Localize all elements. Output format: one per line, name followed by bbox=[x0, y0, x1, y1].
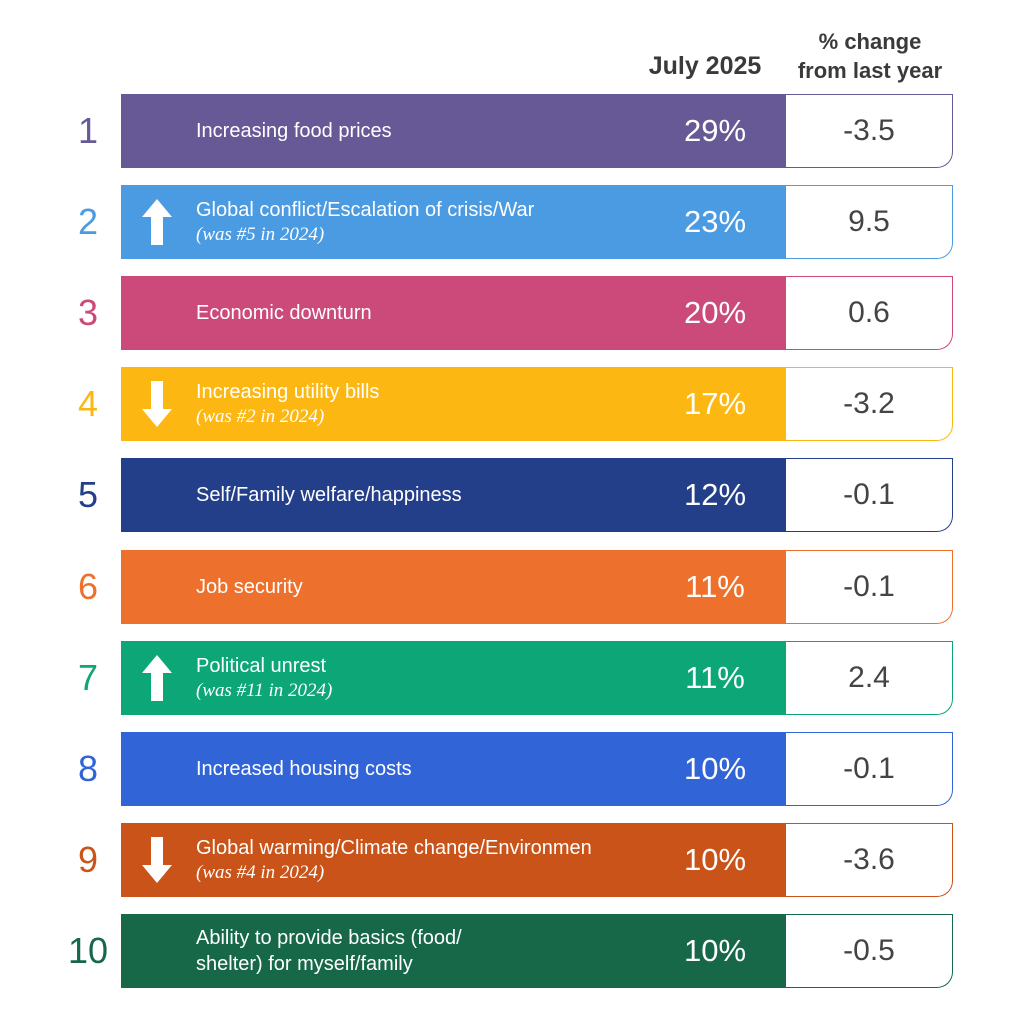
rank-number: 8 bbox=[77, 748, 99, 789]
change-value: -3.2 bbox=[843, 387, 895, 420]
item-labels: Increased housing costs bbox=[196, 732, 666, 806]
item-note: (was #4 in 2024) bbox=[196, 862, 325, 883]
bar-4 bbox=[121, 367, 787, 441]
column-header-change: % change from last year bbox=[787, 27, 953, 85]
column-header-change-line1: % change bbox=[818, 29, 922, 54]
value-label: 11% bbox=[685, 569, 745, 604]
value-label: 17% bbox=[683, 386, 747, 421]
change-value: 0.6 bbox=[848, 296, 890, 329]
rank-number: 9 bbox=[77, 839, 99, 880]
arrow-down-icon bbox=[142, 381, 172, 427]
rank-number: 2 bbox=[77, 201, 99, 242]
column-header-change-line2: from last year bbox=[797, 58, 943, 83]
item-label: Political unrest bbox=[196, 655, 327, 677]
change-value: -3.6 bbox=[843, 843, 895, 876]
change-cell: 9.5 bbox=[786, 185, 953, 259]
item-note: (was #5 in 2024) bbox=[196, 224, 325, 245]
value-label: 12% bbox=[683, 477, 747, 512]
rank-number: 1 bbox=[77, 110, 99, 151]
rank-number: 5 bbox=[77, 474, 99, 515]
item-labels: Ability to provide basics (food/shelter)… bbox=[196, 914, 666, 988]
table-row: 6 Job security 11% -0.1 bbox=[0, 550, 1024, 624]
item-label: Job security bbox=[196, 576, 303, 598]
change-value: -3.5 bbox=[843, 114, 895, 147]
bar-8 bbox=[121, 732, 787, 806]
item-labels: Increasing utility bills (was #2 in 2024) bbox=[196, 367, 666, 441]
item-labels: Self/Family welfare/happiness bbox=[196, 458, 666, 532]
item-labels: Increasing food prices bbox=[196, 94, 666, 168]
item-labels: Economic downturn bbox=[196, 276, 666, 350]
value-label: 20% bbox=[683, 295, 747, 330]
item-label: Increasing food prices bbox=[196, 120, 392, 142]
change-cell: -0.1 bbox=[786, 550, 953, 624]
rank-number: 6 bbox=[77, 566, 99, 607]
item-label: Global warming/Climate change/Environmen bbox=[196, 837, 592, 859]
item-label-line2: shelter) for myself/family bbox=[196, 953, 413, 975]
item-label: Increased housing costs bbox=[196, 758, 412, 780]
value-label: 29% bbox=[683, 113, 747, 148]
change-cell: -3.6 bbox=[786, 823, 953, 897]
change-value: -0.1 bbox=[843, 752, 895, 785]
arrow-up-icon bbox=[142, 655, 172, 701]
rank-number: 7 bbox=[77, 657, 99, 698]
rank-number: 4 bbox=[77, 383, 99, 424]
item-labels: Political unrest (was #11 in 2024) bbox=[196, 641, 666, 715]
change-value: -0.1 bbox=[843, 478, 895, 511]
bar-7 bbox=[121, 641, 787, 715]
arrow-down-icon bbox=[142, 837, 172, 883]
change-cell: -0.1 bbox=[786, 458, 953, 532]
item-label: Increasing utility bills bbox=[196, 381, 380, 403]
change-cell: -3.5 bbox=[786, 94, 953, 168]
table-row: 3 Economic downturn 20% 0.6 bbox=[0, 276, 1024, 350]
item-note: (was #2 in 2024) bbox=[196, 406, 325, 427]
item-labels: Job security bbox=[196, 550, 666, 624]
bar-10 bbox=[121, 914, 787, 988]
table-row: 4 Increasing utility bills (was #2 in 2024… bbox=[0, 367, 1024, 441]
arrow-up-icon bbox=[142, 199, 172, 245]
item-label: Economic downturn bbox=[196, 302, 372, 324]
table-row: 7 Political unrest (was #11 in 2024) 11% 2.4 bbox=[0, 641, 1024, 715]
bar-9 bbox=[121, 823, 787, 897]
value-label: 10% bbox=[683, 842, 747, 877]
column-header-current: July 2025 bbox=[648, 52, 762, 80]
item-label: Global conflict/Escalation of crisis/War bbox=[196, 199, 535, 221]
value-label: 23% bbox=[683, 204, 747, 239]
change-cell: 0.6 bbox=[786, 276, 953, 350]
item-label: Self/Family welfare/happiness bbox=[196, 484, 462, 506]
table-row: 10 Ability to provide basics (food/shelte… bbox=[0, 914, 1024, 988]
value-label: 11% bbox=[685, 660, 745, 695]
rank-number: 10 bbox=[67, 930, 109, 971]
bar-5 bbox=[121, 458, 787, 532]
bar-2 bbox=[121, 185, 787, 259]
change-cell: 2.4 bbox=[786, 641, 953, 715]
item-labels: Global conflict/Escalation of crisis/War… bbox=[196, 185, 666, 259]
value-label: 10% bbox=[683, 933, 747, 968]
rank-number: 3 bbox=[77, 292, 99, 333]
change-value: 9.5 bbox=[848, 205, 890, 238]
value-label: 10% bbox=[683, 751, 747, 786]
table-row: 2 Global conflict/Escalation of crisis/Wa… bbox=[0, 185, 1024, 259]
item-label-line1: Ability to provide basics (food/ bbox=[196, 927, 462, 949]
change-value: -0.1 bbox=[843, 570, 895, 603]
change-cell: -0.1 bbox=[786, 732, 953, 806]
change-value: 2.4 bbox=[848, 661, 890, 694]
item-note: (was #11 in 2024) bbox=[196, 680, 333, 701]
table-row: 5 Self/Family welfare/happiness 12% -0.1 bbox=[0, 458, 1024, 532]
table-row: 9 Global warming/Climate change/Environme… bbox=[0, 823, 1024, 897]
table-row: 8 Increased housing costs 10% -0.1 bbox=[0, 732, 1024, 806]
bar-3 bbox=[121, 276, 787, 350]
table-row: 1 Increasing food prices 29% -3.5 bbox=[0, 94, 1024, 168]
change-cell: -3.2 bbox=[786, 367, 953, 441]
bar-6 bbox=[121, 550, 787, 624]
change-cell: -0.5 bbox=[786, 914, 953, 988]
change-value: -0.5 bbox=[843, 934, 895, 967]
item-labels: Global warming/Climate change/Environmen… bbox=[196, 823, 666, 897]
bar-1 bbox=[121, 94, 787, 168]
